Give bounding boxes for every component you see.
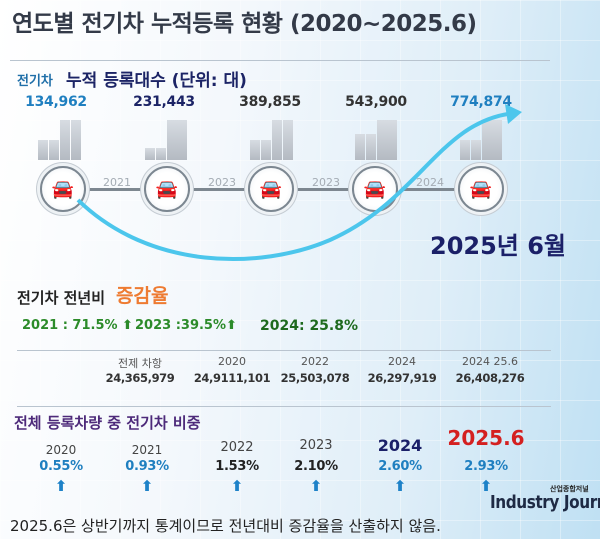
ev-count-2021: 231,443: [133, 94, 195, 110]
section2-heading: 전기차 전년비: [17, 289, 106, 307]
share-year: 2021: [131, 443, 163, 457]
logo-subtitle: 산업종합저널: [550, 485, 589, 493]
share-year: 2020: [45, 443, 77, 457]
growth-curve-arrow: [76, 104, 522, 262]
table-header: 전제 차항: [118, 357, 162, 370]
bar-icon: [145, 118, 187, 160]
car-icon: 🚘: [458, 166, 504, 212]
section2-heading-accent: 증감율: [116, 285, 169, 307]
highlight-date: 2025년 6월: [430, 232, 567, 260]
growth-2023: 2023 :39.5%⬆: [135, 318, 237, 333]
up-arrow-icon: ⬆: [309, 477, 323, 495]
car-icon: 🚘: [248, 166, 294, 212]
page-title: 연도별 전기차 누적등록 현황 (2020~2025.6): [12, 11, 477, 37]
share-year: 2024: [377, 436, 423, 455]
table-header: 2024 25.6: [462, 355, 518, 368]
section1-heading: 누적 등록대수 (단위: 대): [66, 71, 247, 91]
bar-icon: [460, 118, 502, 160]
table-cell: 25,503,078: [280, 371, 350, 385]
growth-2024: 2024: 25.8%: [260, 318, 359, 334]
logo: Industry Journal: [490, 492, 600, 513]
divider: [17, 406, 551, 407]
up-arrow-icon: ⬆: [479, 477, 493, 495]
table-cell: 26,297,919: [367, 371, 437, 385]
share-year: 2022: [220, 440, 254, 455]
timeline-label: 2021: [103, 176, 131, 189]
section1-prefix: 전기차: [17, 74, 53, 89]
growth-2021: 2021 : 71.5% ⬆: [22, 318, 133, 333]
up-arrow-icon: ⬆: [230, 477, 244, 495]
table-header: 2024: [388, 355, 416, 368]
share-year: 2023: [299, 438, 333, 453]
timeline-label: 2023: [312, 176, 340, 189]
ev-count-2024: 774,874: [450, 94, 512, 110]
share-percent: 1.53%: [215, 459, 259, 474]
car-icon: 🚘: [352, 166, 398, 212]
share-percent: 0.55%: [39, 459, 83, 474]
divider: [17, 350, 551, 351]
divider: [10, 60, 550, 61]
up-arrow-icon: ⬆: [140, 477, 154, 495]
ev-count-2020: 134,962: [25, 94, 87, 110]
share-percent: 0.93%: [125, 459, 169, 474]
up-arrow-icon: ⬆: [393, 477, 407, 495]
table-header: 2020: [218, 355, 246, 368]
share-year: 2025.6: [447, 426, 525, 450]
bar-icon: [250, 118, 293, 160]
share-percent: 2.60%: [378, 459, 422, 474]
timeline-label: 2024: [416, 176, 444, 189]
ev-count-2022: 389,855: [239, 94, 301, 110]
table-cell: 24,9111,101: [193, 371, 271, 385]
car-icon: 🚘: [40, 166, 86, 212]
section3-heading: 전체 등록차량 중 전기차 비중: [14, 414, 201, 432]
bar-icon: [355, 118, 397, 160]
share-percent: 2.93%: [464, 459, 508, 474]
table-cell: 26,408,276: [455, 371, 525, 385]
share-percent: 2.10%: [294, 459, 338, 474]
up-arrow-icon: ⬆: [54, 477, 68, 495]
bar-icon: [38, 118, 81, 160]
table-header: 2022: [301, 355, 329, 368]
ev-count-2023: 543,900: [345, 94, 407, 110]
car-icon: 🚘: [144, 166, 190, 212]
table-cell: 24,365,979: [105, 371, 175, 385]
timeline-label: 2023: [208, 176, 236, 189]
footnote: 2025.6은 상반기까지 통계이므로 전년대비 증감율을 산출하지 않음.: [10, 517, 441, 535]
